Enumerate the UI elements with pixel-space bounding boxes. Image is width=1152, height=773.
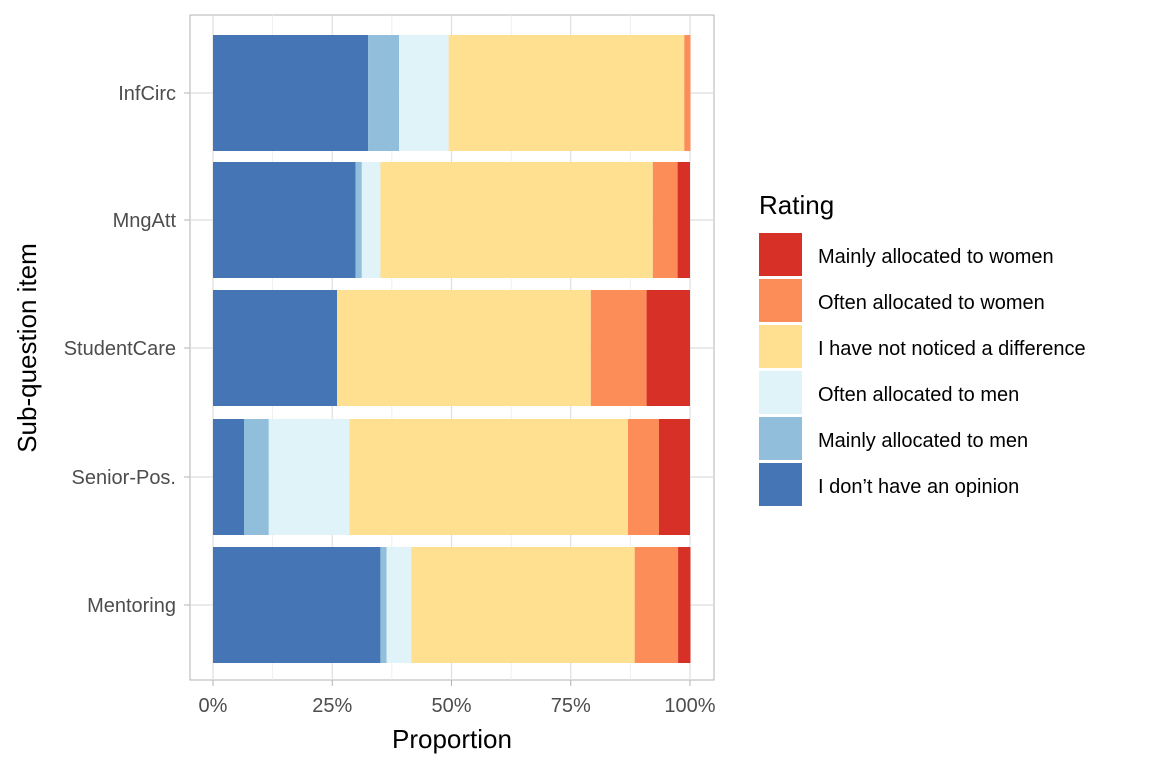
legend-label: I don’t have an opinion bbox=[818, 476, 1019, 498]
x-tick-label: 100% bbox=[664, 695, 715, 717]
legend-item: Mainly allocated to women bbox=[759, 233, 1054, 276]
bar-segment bbox=[590, 290, 647, 406]
x-tick-label: 25% bbox=[312, 695, 352, 717]
bar-segment bbox=[355, 162, 362, 278]
legend-label: I have not noticed a difference bbox=[818, 338, 1086, 360]
y-tick-label: Mentoring bbox=[87, 595, 176, 617]
legend-swatch bbox=[759, 325, 802, 368]
legend-swatch bbox=[759, 233, 802, 276]
bar-segment bbox=[268, 419, 350, 535]
bar-segment bbox=[634, 547, 679, 663]
legend-label: Mainly allocated to women bbox=[818, 246, 1054, 268]
bar-segment bbox=[361, 162, 381, 278]
bar-segment bbox=[684, 35, 691, 151]
bar-segment bbox=[658, 419, 690, 535]
x-axis: 0% 25% 50% 75% 100% bbox=[199, 680, 716, 717]
legend-swatch bbox=[759, 463, 802, 506]
x-tick-label: 50% bbox=[431, 695, 471, 717]
y-tick-label: MngAtt bbox=[113, 210, 177, 232]
bar-segment bbox=[213, 35, 369, 151]
bar-segment bbox=[349, 419, 628, 535]
x-tick-label: 0% bbox=[199, 695, 228, 717]
bar-segment bbox=[368, 35, 400, 151]
bar-segment bbox=[448, 35, 685, 151]
y-axis: InfCirc MngAtt StudentCare Senior-Pos. Mento… bbox=[64, 83, 190, 617]
y-axis-title: Sub-question item bbox=[12, 243, 42, 453]
y-tick-label: StudentCare bbox=[64, 338, 176, 360]
x-axis-title: Proportion bbox=[392, 724, 512, 754]
y-tick-label: InfCirc bbox=[118, 83, 176, 105]
y-tick-label: Senior-Pos. bbox=[72, 467, 177, 489]
legend-title: Rating bbox=[759, 190, 834, 220]
legend-item: Often allocated to women bbox=[759, 279, 1045, 322]
legend-item: Mainly allocated to men bbox=[759, 417, 1028, 460]
bar-segment bbox=[380, 547, 387, 663]
bar-segment bbox=[213, 547, 381, 663]
legend-item: I have not noticed a difference bbox=[759, 325, 1086, 368]
bar-segment bbox=[213, 419, 245, 535]
legend-item: I don’t have an opinion bbox=[759, 463, 1019, 506]
bar-segment bbox=[646, 290, 690, 406]
legend-label: Often allocated to men bbox=[818, 384, 1019, 406]
legend-swatch bbox=[759, 371, 802, 414]
bar-segment bbox=[399, 35, 449, 151]
bar-segment bbox=[678, 547, 691, 663]
legend-swatch bbox=[759, 417, 802, 460]
bar-segment bbox=[411, 547, 635, 663]
legend-label: Mainly allocated to men bbox=[818, 430, 1028, 452]
bar-segment bbox=[386, 547, 412, 663]
bars bbox=[213, 35, 691, 663]
legend: Mainly allocated to women Often allocated… bbox=[759, 233, 1086, 506]
legend-item: Often allocated to men bbox=[759, 371, 1019, 414]
bar-segment bbox=[244, 419, 269, 535]
bar-segment bbox=[677, 162, 690, 278]
bar-segment bbox=[380, 162, 653, 278]
bar-segment bbox=[213, 290, 338, 406]
bar-segment bbox=[337, 290, 591, 406]
x-tick-label: 75% bbox=[551, 695, 591, 717]
bar-segment bbox=[627, 419, 659, 535]
bar-segment bbox=[213, 162, 356, 278]
legend-swatch bbox=[759, 279, 802, 322]
bar-segment bbox=[652, 162, 678, 278]
legend-label: Often allocated to women bbox=[818, 292, 1045, 314]
